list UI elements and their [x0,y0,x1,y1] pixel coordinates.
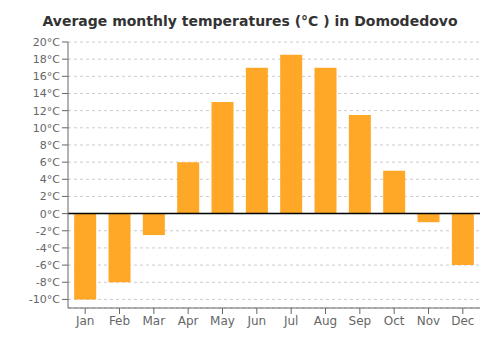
svg-text:-2°C: -2°C [36,225,60,238]
svg-text:Aug: Aug [314,314,337,328]
svg-text:Dec: Dec [451,314,474,328]
svg-text:Apr: Apr [178,314,199,328]
svg-text:0°C: 0°C [40,208,60,221]
svg-text:12°C: 12°C [33,105,60,118]
svg-text:16°C: 16°C [33,70,60,83]
svg-text:-10°C: -10°C [29,293,60,306]
svg-text:2°C: 2°C [40,190,60,203]
svg-text:18°C: 18°C [33,53,60,66]
svg-text:Oct: Oct [384,314,405,328]
svg-text:8°C: 8°C [40,139,60,152]
svg-text:14°C: 14°C [33,87,60,100]
svg-text:May: May [210,314,235,328]
svg-text:Jan: Jan [75,314,95,328]
svg-text:6°C: 6°C [40,156,60,169]
svg-text:-6°C: -6°C [36,259,60,272]
svg-text:-4°C: -4°C [36,242,60,255]
svg-text:Sep: Sep [349,314,372,328]
svg-text:-8°C: -8°C [36,276,60,289]
html-text:Average monthly temperatures (: Average monthly temperatures (°C ) in Do… [42,13,458,29]
svg-text:Feb: Feb [109,314,130,328]
svg-text:Mar: Mar [143,314,166,328]
svg-text:Jul: Jul [283,314,298,328]
svg-text:20°C: 20°C [33,36,60,49]
svg-text:4°C: 4°C [40,173,60,186]
svg-text:Nov: Nov [417,314,440,328]
svg-text:Jun: Jun [246,314,266,328]
svg-text:10°C: 10°C [33,122,60,135]
